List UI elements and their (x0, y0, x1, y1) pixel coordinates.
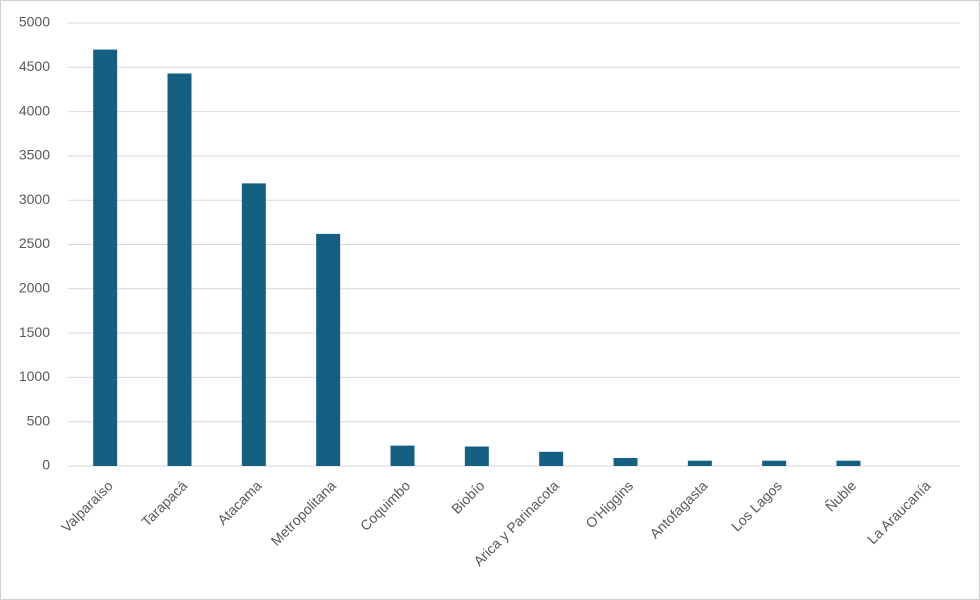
bar (390, 445, 415, 466)
bar (539, 451, 564, 466)
y-tick-label: 4500 (19, 58, 50, 74)
bar (762, 460, 787, 466)
y-tick-label: 1500 (19, 324, 50, 340)
bar (836, 460, 861, 466)
y-tick-label: 500 (27, 412, 51, 428)
bar (613, 458, 638, 466)
bar (687, 460, 712, 466)
y-tick-label: 4000 (19, 102, 50, 118)
y-tick-label: 0 (42, 457, 50, 473)
y-tick-label: 1000 (19, 368, 50, 384)
y-tick-label: 5000 (19, 14, 50, 30)
y-tick-label: 2000 (19, 280, 50, 296)
bar (167, 73, 192, 466)
y-tick-label: 3000 (19, 191, 50, 207)
bar (241, 183, 266, 466)
bar (316, 233, 341, 466)
y-tick-label: 3500 (19, 147, 50, 163)
y-tick-label: 2500 (19, 235, 50, 251)
bar (464, 446, 489, 466)
bar (93, 49, 118, 466)
